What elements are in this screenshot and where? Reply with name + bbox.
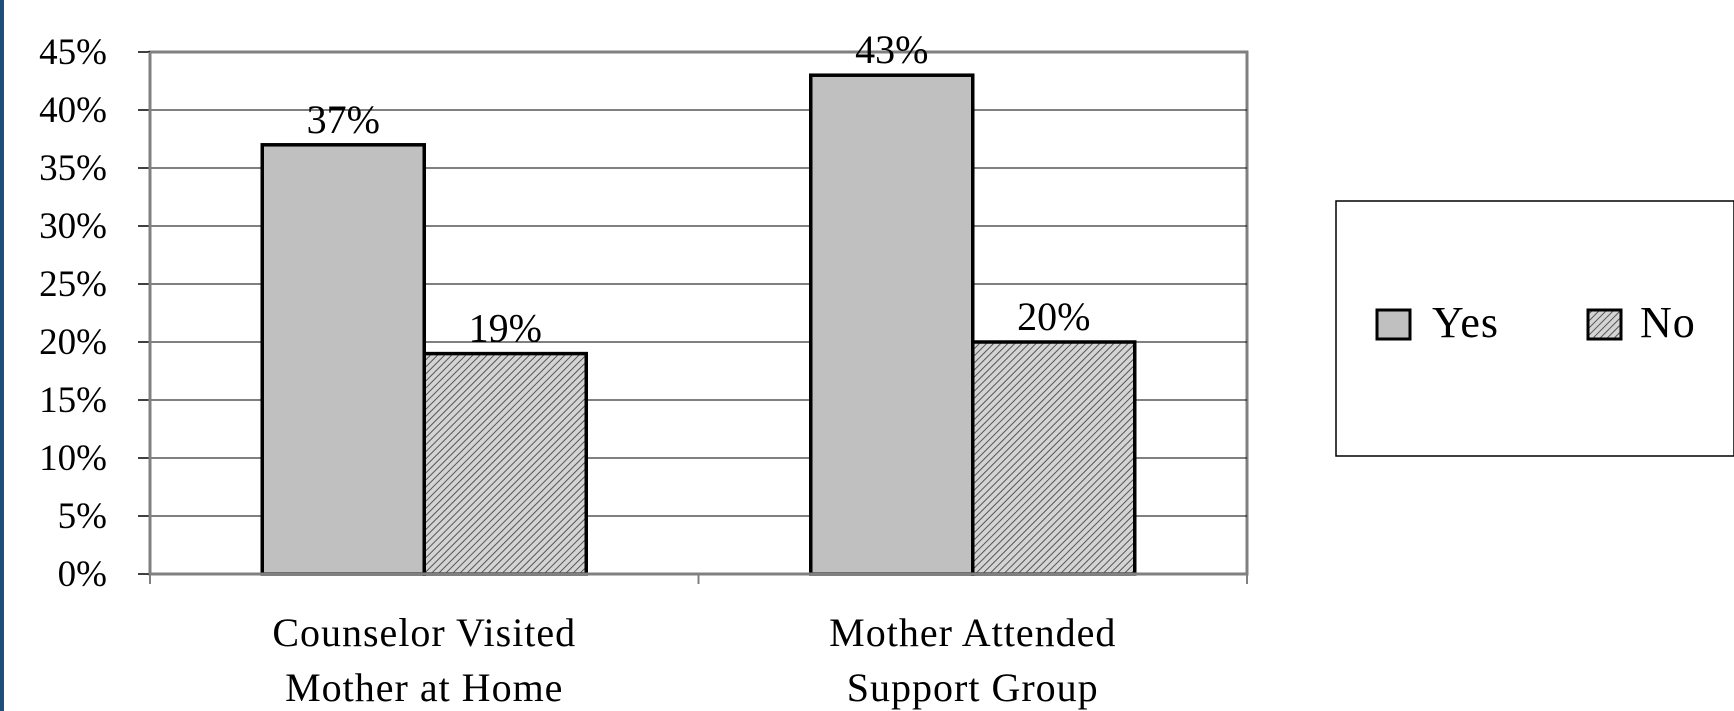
legend-swatch-yes [1375,308,1412,341]
y-tick-label: 45% [39,32,107,73]
data-label: 43% [855,27,928,72]
data-label: 19% [469,306,542,351]
y-tick-label: 25% [39,264,107,305]
y-tick-label: 5% [58,496,107,537]
y-tick-label: 0% [58,554,107,595]
data-label: 20% [1017,294,1090,339]
y-tick-label: 15% [39,380,107,421]
bar-no-2 [971,340,1137,576]
y-tick-label: 35% [39,148,107,189]
bar-yes-2 [809,73,975,576]
y-tick-label: 30% [39,206,107,247]
slide-edge-bar [0,0,4,711]
legend-label-yes: Yes [1432,298,1499,347]
x-category-label: Counselor Visited [272,610,576,655]
x-category-label: Support Group [847,665,1099,710]
data-label: 37% [307,97,380,142]
bar-no-1 [422,351,588,576]
bar-yes-1 [260,143,426,576]
y-tick-label: 40% [39,90,107,131]
legend-swatch-no [1586,308,1623,341]
x-category-label: Mother Attended [829,610,1116,655]
y-tick-label: 10% [39,438,107,479]
legend-label-no: No [1640,298,1696,347]
y-tick-label: 20% [39,322,107,363]
x-category-label: Mother at Home [285,665,563,710]
